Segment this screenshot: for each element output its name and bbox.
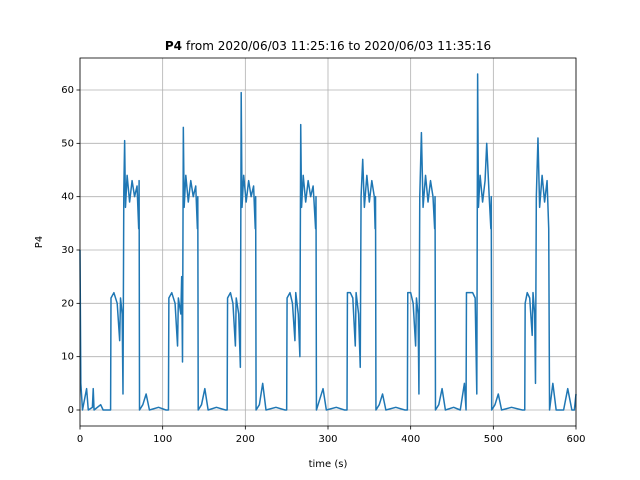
x-axis-label: time (s) xyxy=(309,459,348,470)
x-tick-label: 600 xyxy=(566,434,585,445)
y-tick-label: 10 xyxy=(61,352,74,363)
plot-area xyxy=(79,73,577,411)
y-tick-label: 30 xyxy=(61,245,74,256)
data-line xyxy=(79,73,577,411)
y-tick-label: 40 xyxy=(61,192,74,203)
x-tick-label: 200 xyxy=(236,434,255,445)
x-tick-label: 300 xyxy=(318,434,337,445)
x-tick-label: 500 xyxy=(484,434,503,445)
title-rest: from 2020/06/03 11:25:16 to 2020/06/03 1… xyxy=(186,39,491,53)
y-tick-label: 20 xyxy=(61,298,74,309)
x-tick-label: 100 xyxy=(153,434,172,445)
x-tick-label: 400 xyxy=(401,434,420,445)
chart-title: P4 from 2020/06/03 11:25:16 to 2020/06/03… xyxy=(165,39,491,53)
y-axis-label: P4 xyxy=(34,236,45,248)
y-tick-label: 50 xyxy=(61,138,74,149)
y-tick-label: 0 xyxy=(68,405,74,416)
title-bold: P4 xyxy=(165,39,182,53)
grid xyxy=(79,58,577,426)
x-tick-label: 0 xyxy=(77,434,83,445)
ticks: 0 100 200 300 400 500 600 0 10 20 30 40 50 60 xyxy=(61,85,585,445)
y-tick-label: 60 xyxy=(61,85,74,96)
